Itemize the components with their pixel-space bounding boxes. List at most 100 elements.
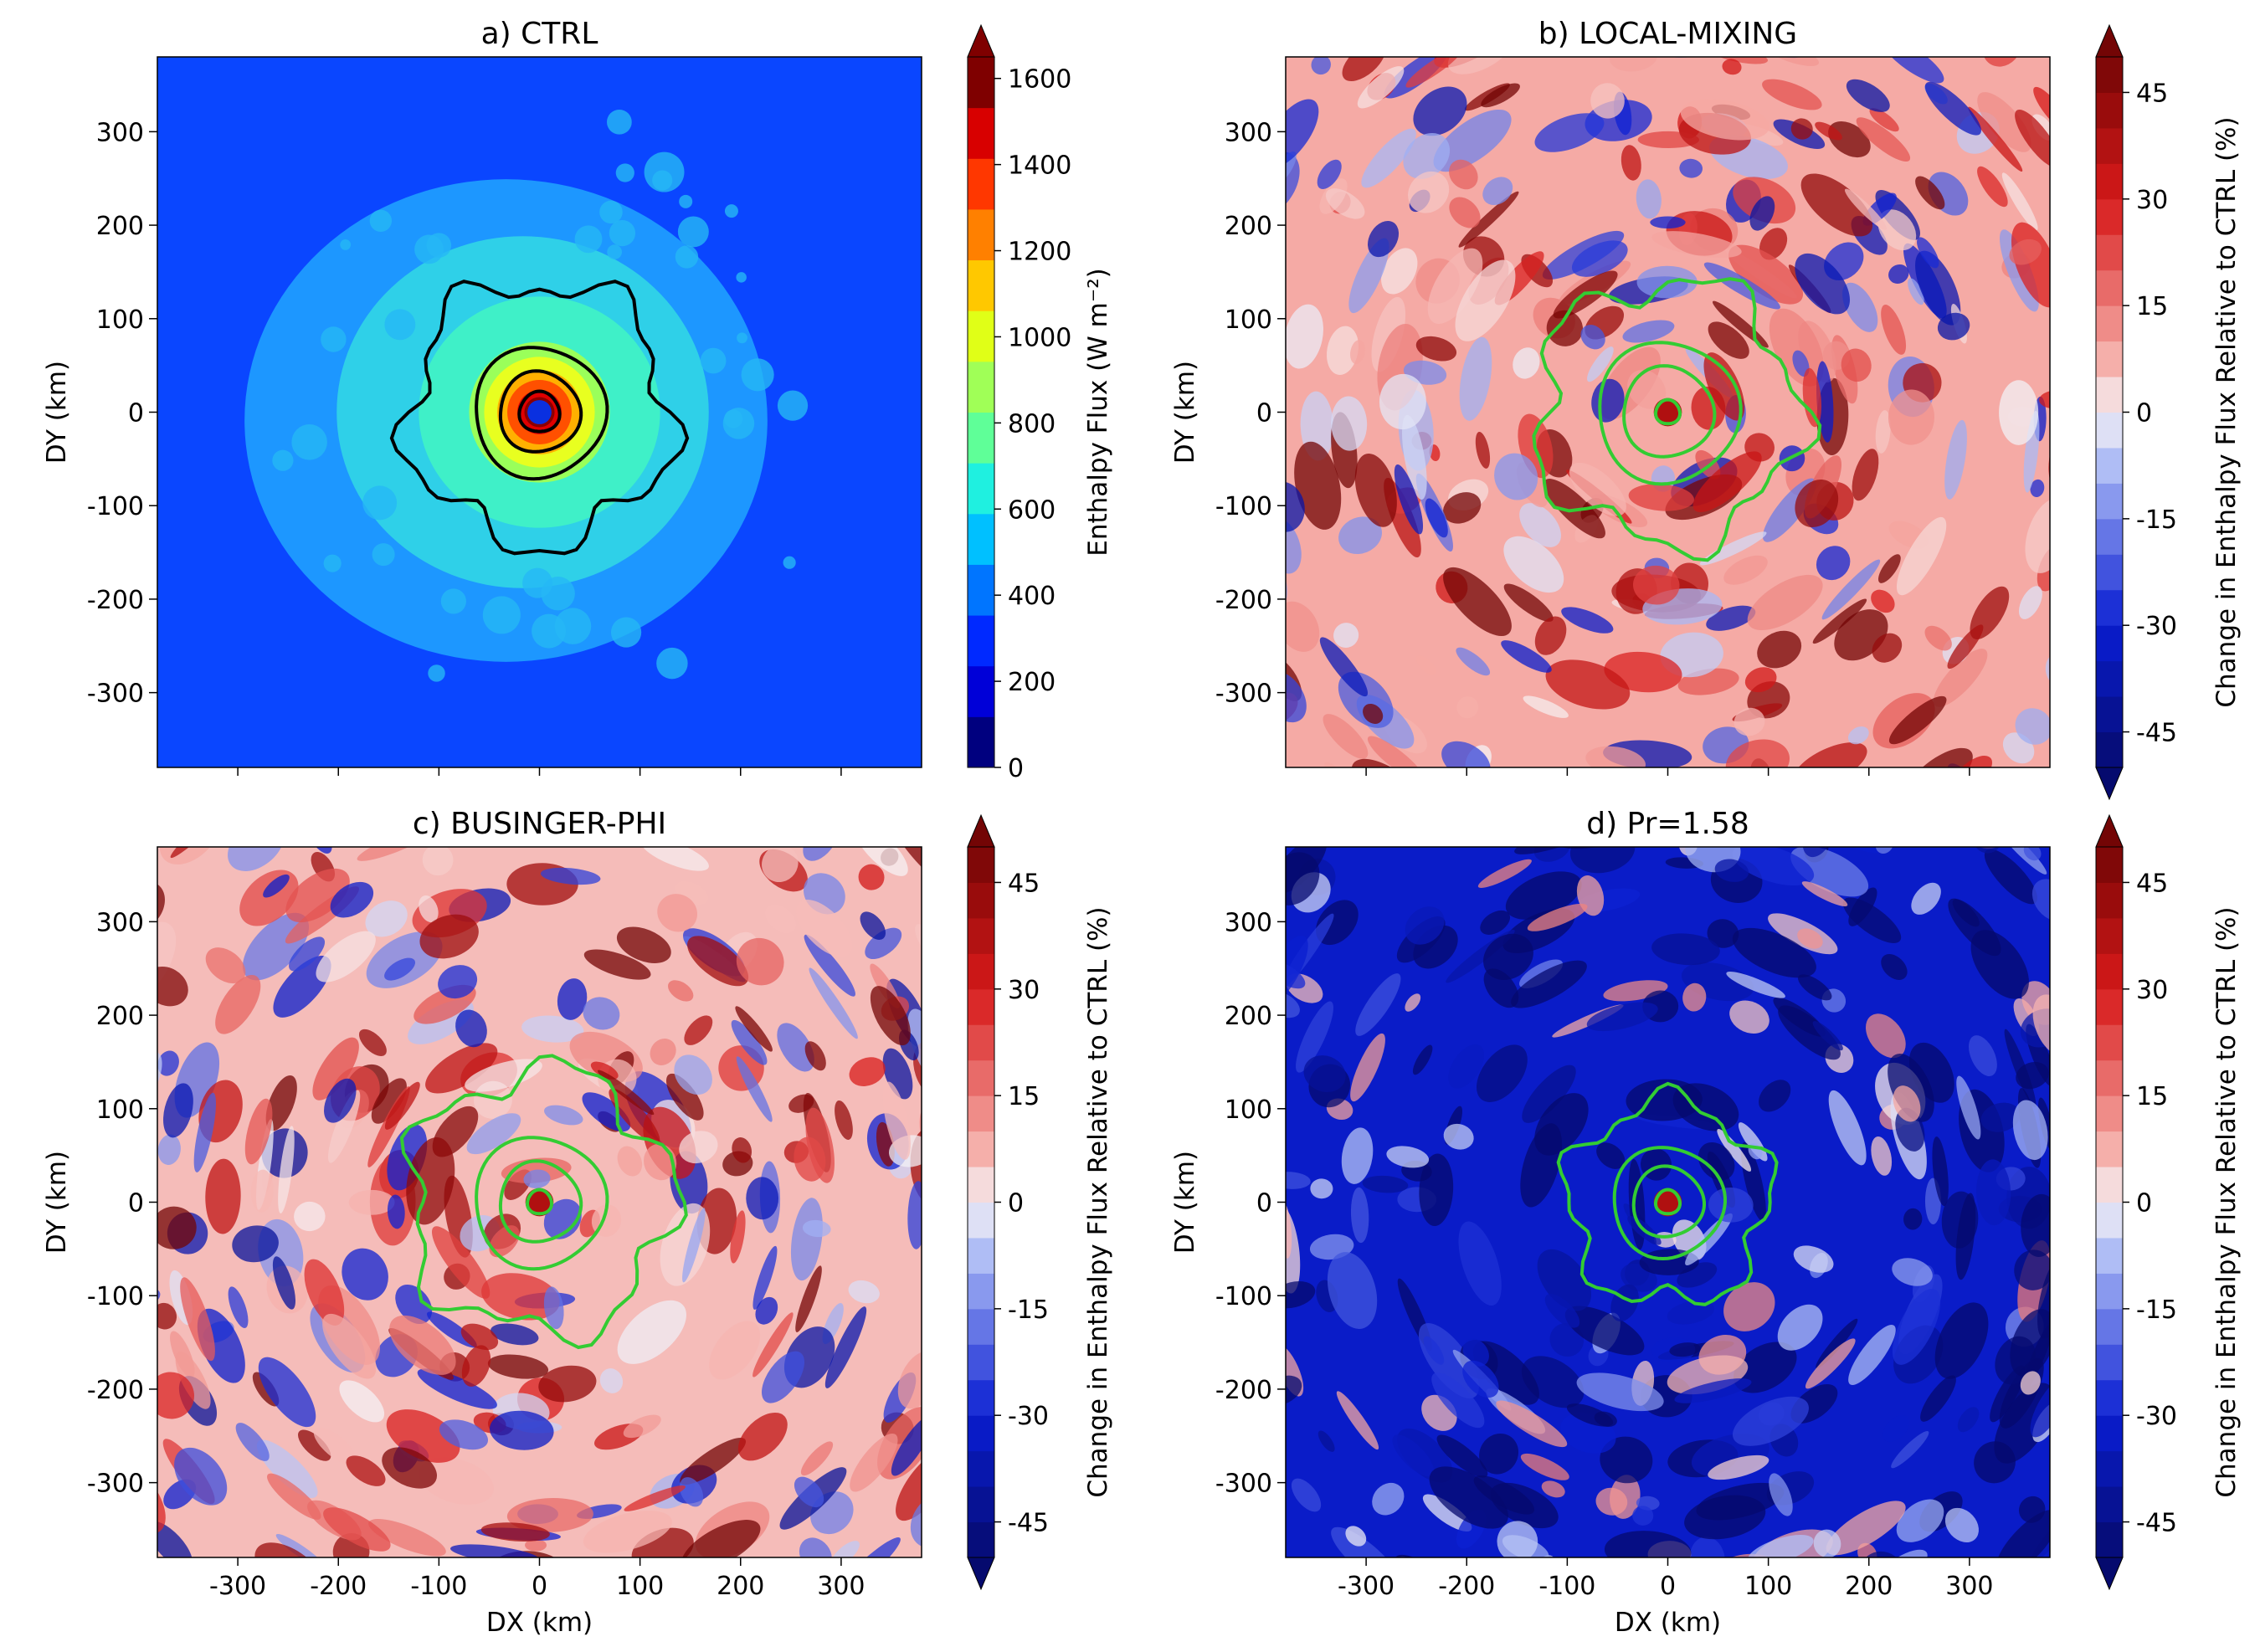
convective-cell: [340, 239, 352, 250]
change-patch: [1888, 389, 1934, 445]
change-patch: [732, 1137, 752, 1163]
colorbar-tick-label: 0: [2136, 399, 2152, 428]
change-patch: [1379, 373, 1426, 430]
change-patch: [1544, 1294, 1580, 1328]
colorbar-tick-label: -45: [1008, 1509, 1049, 1538]
change-patch: [1503, 583, 1554, 622]
change-patch: [765, 904, 796, 934]
x-axis-label: DX (km): [486, 1608, 593, 1638]
convective-cell: [384, 309, 416, 341]
y-tick-label: 100: [96, 305, 144, 335]
change-patch: [1387, 0, 1449, 33]
change-patch: [419, 914, 479, 959]
change-patch: [800, 1441, 834, 1476]
colorbar-band: [2096, 127, 2123, 164]
convective-cell: [736, 272, 747, 283]
colorbar-tick-label: 15: [2136, 1082, 2168, 1111]
contour-line: [498, 369, 583, 454]
convective-cell: [615, 163, 634, 182]
colorbar-tick-label: 45: [2136, 79, 2168, 108]
change-patch: [431, 1226, 491, 1299]
colorbar-tick-label: 800: [1008, 409, 1056, 439]
change-patch: [1523, 695, 1569, 718]
change-patch: [157, 1372, 195, 1419]
x-tick-label: -200: [1438, 1572, 1495, 1601]
change-patch: [460, 1323, 499, 1351]
change-patch: [1405, 993, 1421, 1012]
colorbar-band: [2096, 92, 2123, 129]
change-patch: [1165, 1311, 1210, 1357]
y-tick-label: -200: [87, 1376, 144, 1405]
change-patch: [736, 937, 784, 986]
change-patch: [1022, 1230, 1061, 1277]
change-patch: [1174, 192, 1225, 280]
change-patch: [232, 1225, 279, 1263]
change-patch: [1405, 906, 1445, 945]
change-patch: [1908, 278, 1924, 305]
colorbar-tick-label: 15: [1008, 1082, 1040, 1111]
change-patch: [1415, 336, 1457, 362]
x-tick-label: 100: [616, 1572, 664, 1601]
colorbar-band: [2096, 1095, 2123, 1132]
x-tick-label: 100: [1744, 1572, 1792, 1601]
change-patch: [1225, 382, 1246, 421]
change-patch: [1522, 1065, 1576, 1123]
change-patch: [745, 784, 798, 828]
change-patch: [1021, 1117, 1045, 1210]
change-patch: [1842, 282, 1878, 332]
convective-cell: [272, 449, 294, 471]
colorbar-band: [968, 1521, 994, 1558]
change-patch: [680, 1477, 704, 1507]
change-patch: [1708, 1454, 1769, 1480]
x-tick-label: 200: [717, 1572, 764, 1601]
convective-cell: [599, 200, 623, 224]
change-patch: [1371, 775, 1441, 839]
change-patch: [882, 1081, 911, 1160]
change-patch: [1333, 623, 1359, 649]
change-patch: [180, 1277, 215, 1362]
change-patch: [33, 1321, 65, 1363]
change-patch: [263, 874, 290, 898]
change-patch: [1955, 1193, 1976, 1280]
colorbar-extend-top: [967, 813, 995, 848]
change-patch: [617, 1300, 686, 1364]
change-patch: [2014, 1249, 2050, 1290]
change-patch: [1496, 1400, 1568, 1448]
change-patch: [1534, 113, 1605, 152]
change-patch: [1286, 517, 1302, 574]
change-patch: [1286, 670, 1307, 723]
change-patch: [1443, 567, 1512, 637]
change-patch: [923, 1342, 963, 1374]
change-patch: [157, 1302, 177, 1330]
change-patch: [896, 1449, 922, 1521]
change-patch: [795, 1610, 827, 1640]
change-patch: [1286, 991, 1300, 1018]
change-patch: [687, 936, 749, 987]
colorbar-tick-label: 0: [2136, 1189, 2152, 1218]
colorbar-tick-label: 400: [1008, 582, 1056, 611]
change-patch: [1968, 106, 2023, 172]
colorbar-band: [2096, 1450, 2123, 1487]
change-patch: [1638, 774, 1690, 806]
change-patch: [1456, 647, 1491, 676]
contour-line: [399, 1054, 688, 1350]
change-patch: [1458, 191, 1519, 248]
convective-cell: [677, 216, 709, 248]
change-patch: [762, 847, 799, 883]
eye: [527, 400, 552, 424]
change-patch: [680, 1438, 747, 1485]
colorbar-tick-label: 30: [2136, 976, 2168, 1005]
change-patch: [1538, 773, 1575, 813]
colorbar-tick-label: -15: [1008, 1295, 1049, 1325]
change-patch: [1723, 555, 1768, 585]
change-patch: [1799, 1593, 1854, 1646]
change-patch: [1218, 393, 1246, 434]
convective-cell: [777, 390, 809, 421]
change-patch: [1480, 0, 1555, 4]
change-patch: [1395, 0, 1469, 18]
change-patch: [1355, 973, 1401, 1036]
change-patch: [795, 1265, 822, 1332]
change-patch: [1325, 188, 1365, 219]
change-patch: [1481, 83, 1520, 108]
change-patch: [1392, 1434, 1435, 1477]
